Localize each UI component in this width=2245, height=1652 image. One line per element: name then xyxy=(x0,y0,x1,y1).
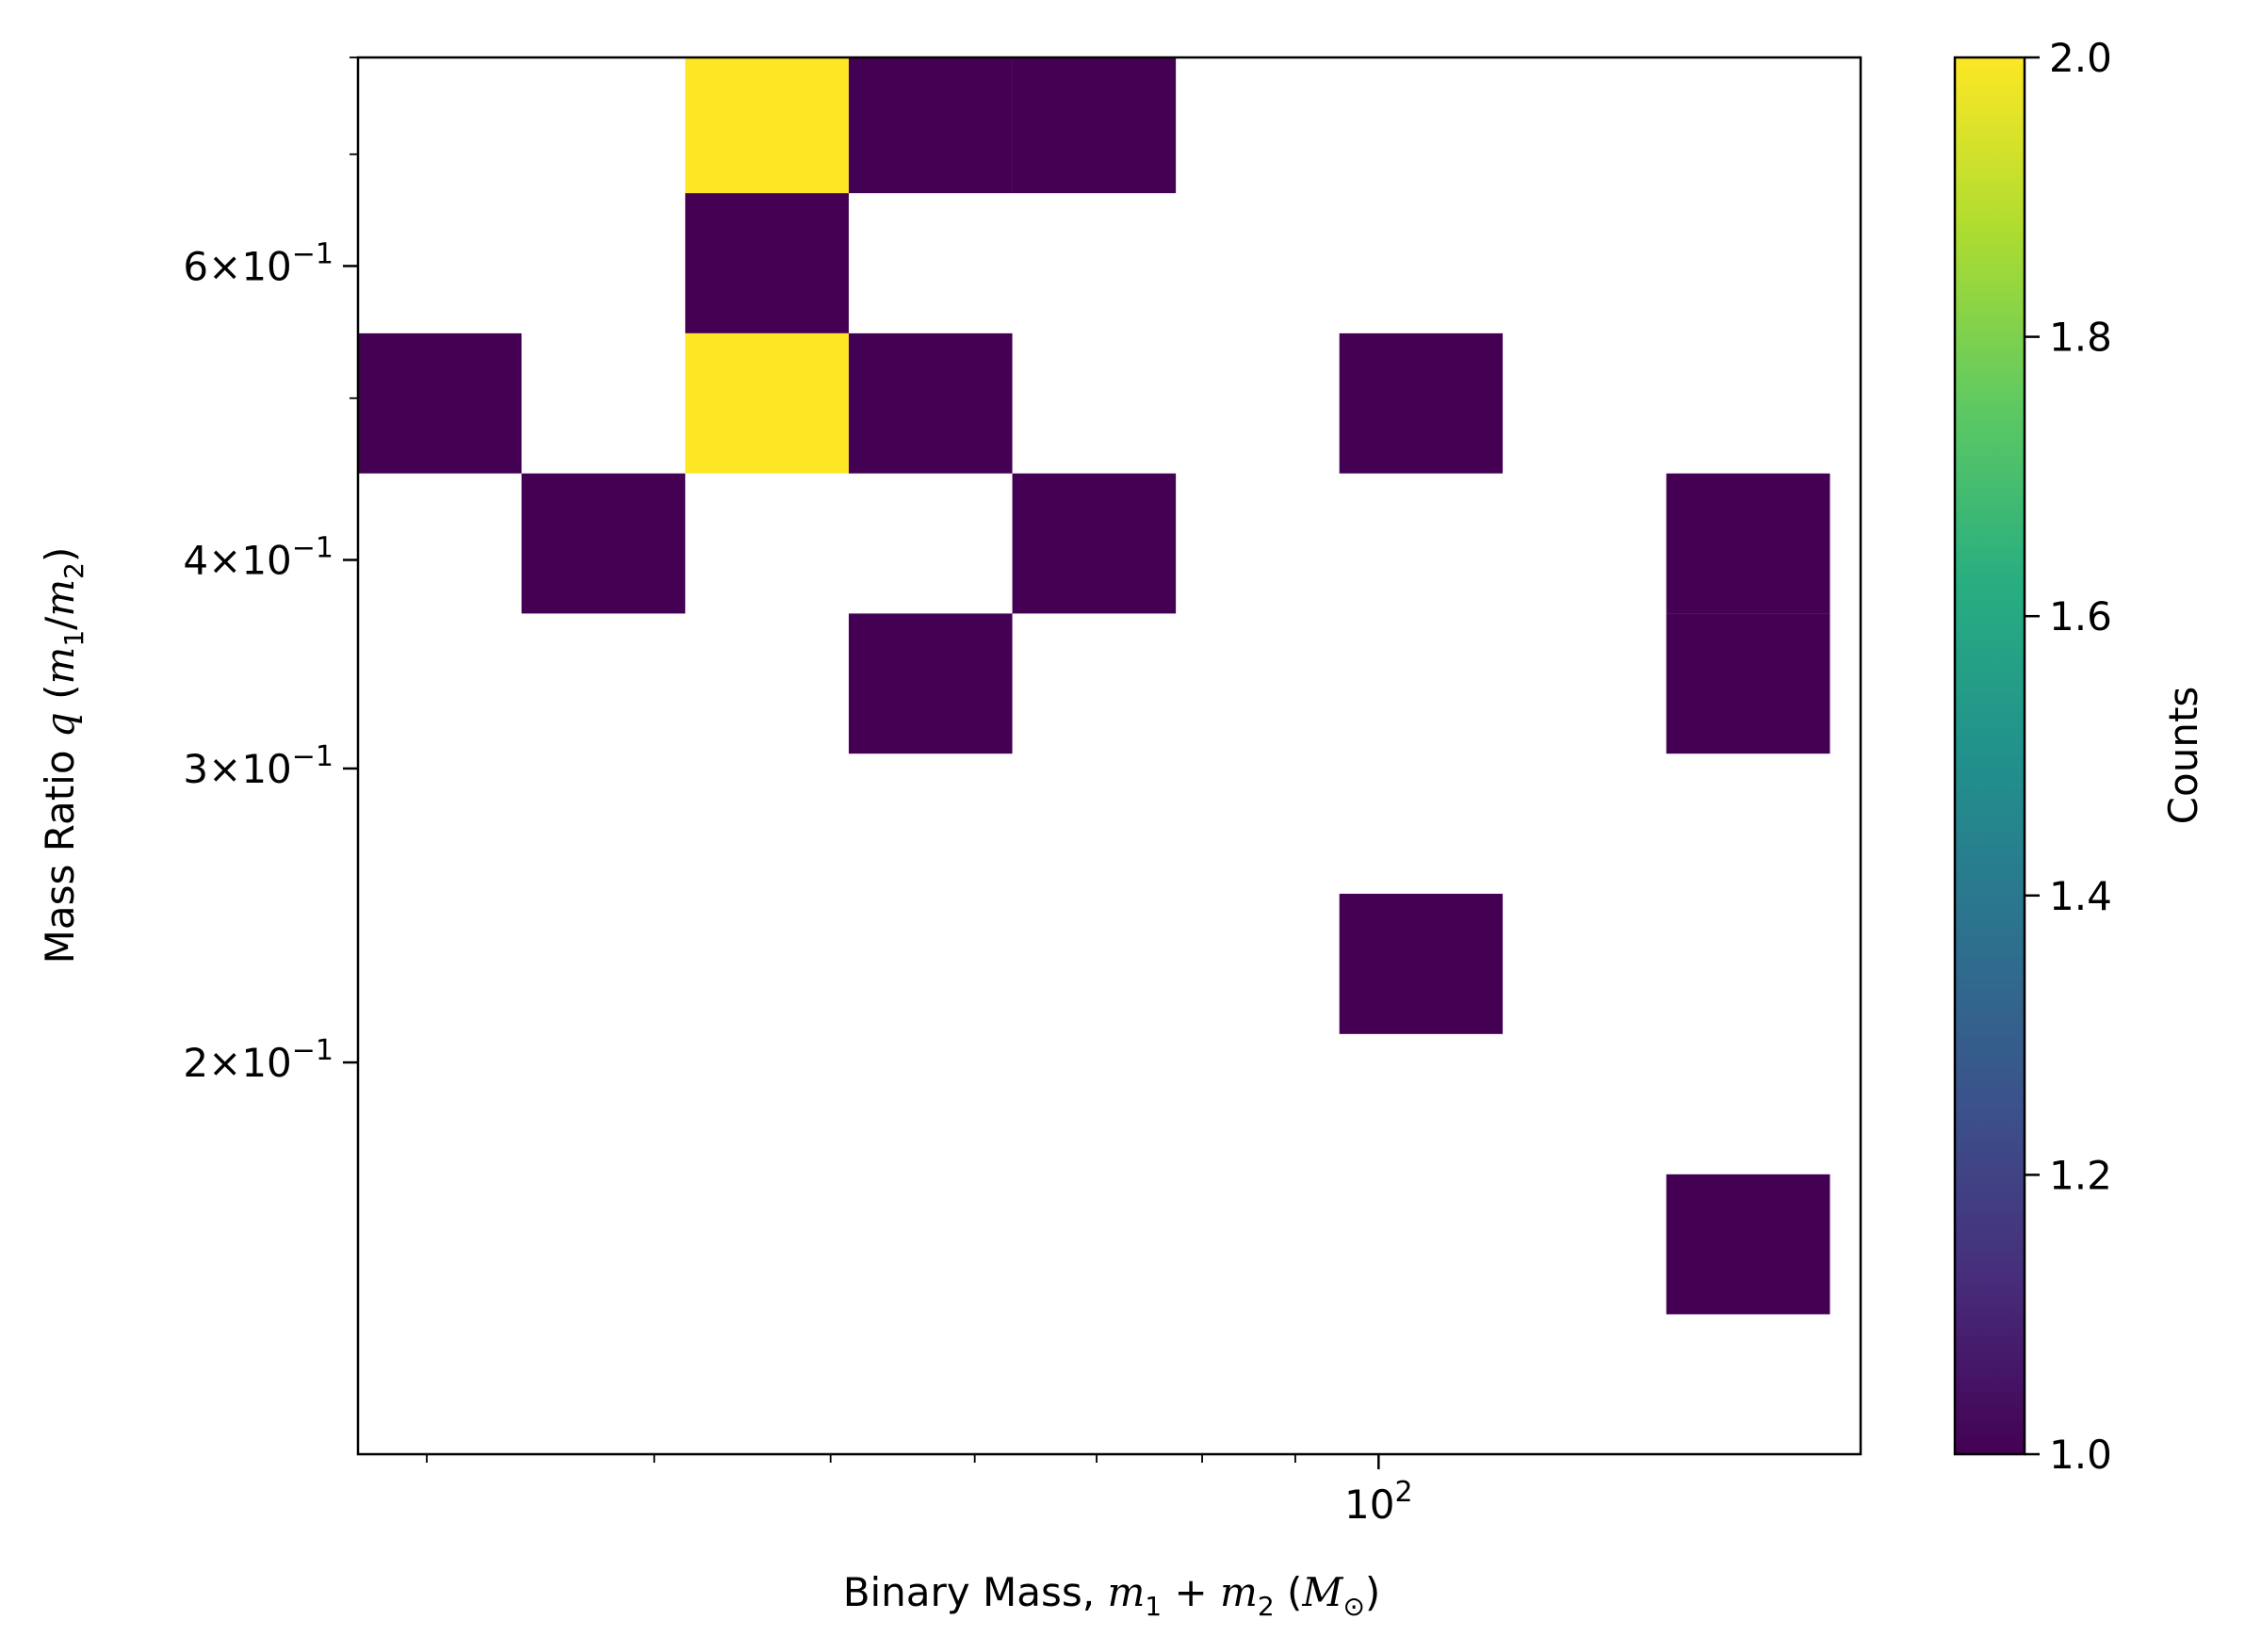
colorbar-tick-label: 1.6 xyxy=(2049,593,2112,640)
heatmap-cell xyxy=(521,473,686,614)
y-axis-ticks: 2×10−1 3×10−1 4×10−1 6×10−1 xyxy=(183,57,358,1086)
heatmap-cell xyxy=(685,57,849,194)
plot-area xyxy=(358,57,1861,1454)
colorbar-tick-label: 1.8 xyxy=(2049,315,2112,361)
y-axis-label: Mass Ratio q (m1/m2) xyxy=(37,547,89,964)
heatmap-cell xyxy=(358,332,522,474)
y-tick-label: 3×10−1 xyxy=(183,740,333,792)
heatmap-cell xyxy=(848,613,1013,754)
colorbar xyxy=(1953,56,2026,1456)
heatmap-cell xyxy=(848,57,1013,194)
colorbar-tick-label: 1.4 xyxy=(2049,873,2112,919)
x-axis-label: Binary Mass, m1 + m2 (M⊙) xyxy=(843,1569,1381,1622)
heatmap-cell xyxy=(1012,473,1177,614)
colorbar-tick-label: 1.2 xyxy=(2049,1152,2112,1198)
heatmap-cell xyxy=(685,193,849,333)
heatmap-cells xyxy=(358,57,1830,1315)
heatmap-cell xyxy=(1012,57,1177,194)
colorbar-ticks: 1.0 1.2 1.4 1.6 1.8 2.0 xyxy=(2025,35,2112,1478)
colorbar-label: Counts xyxy=(2160,687,2206,825)
y-tick-label: 6×10−1 xyxy=(183,237,333,289)
heatmap-cell xyxy=(1666,473,1830,614)
colorbar-tick-label: 1.0 xyxy=(2049,1432,2112,1478)
heatmap-cell xyxy=(1339,893,1504,1034)
heatmap-cell xyxy=(1666,1174,1830,1315)
y-tick-label: 2×10−1 xyxy=(183,1034,333,1086)
heatmap-cell xyxy=(1666,613,1830,754)
heatmap-cell xyxy=(1339,332,1504,474)
x-axis-ticks: 102 xyxy=(426,1454,1413,1528)
y-tick-label: 4×10−1 xyxy=(183,532,333,584)
x-tick-label: 102 xyxy=(1344,1476,1413,1528)
colorbar-tick-label: 2.0 xyxy=(2049,35,2112,81)
heatmap-cell xyxy=(848,332,1013,474)
plot-frame xyxy=(356,56,1863,1456)
heatmap-cell xyxy=(685,332,849,474)
